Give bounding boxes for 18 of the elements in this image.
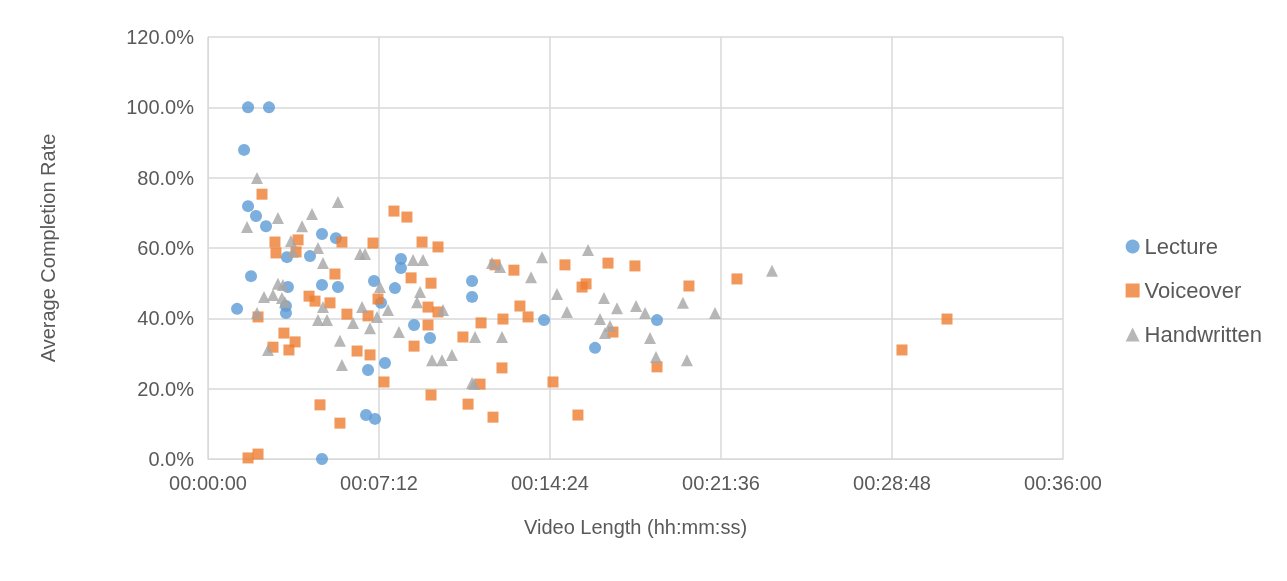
legend-label: Handwritten — [1144, 322, 1262, 347]
legend-label: Voiceover — [1144, 278, 1242, 303]
y-tick-label: 100.0% — [126, 96, 195, 119]
y-tick-label: 60.0% — [137, 237, 195, 259]
y-tick-label: 0.0% — [148, 448, 195, 470]
x-tick-label: 00:28:48 — [853, 472, 931, 494]
x-tick-label: 00:36:00 — [1024, 472, 1102, 494]
x-tick-label: 00:21:36 — [682, 472, 760, 494]
x-tick-label: 00:00:00 — [169, 472, 247, 494]
y-tick-label: 120.0% — [126, 26, 195, 48]
x-axis-title: Video Length (hh:mm:ss) — [523, 516, 748, 538]
y-axis-title: Average Completion Rate — [37, 133, 59, 363]
y-tick-label: 40.0% — [137, 307, 195, 330]
x-tick-label: 00:07:12 — [340, 472, 418, 494]
y-tick-label: 80.0% — [137, 166, 195, 189]
y-tick-label: 20.0% — [137, 377, 195, 400]
x-tick-label: 00:14:24 — [511, 472, 589, 494]
legend-label: Lecture — [1144, 234, 1218, 259]
